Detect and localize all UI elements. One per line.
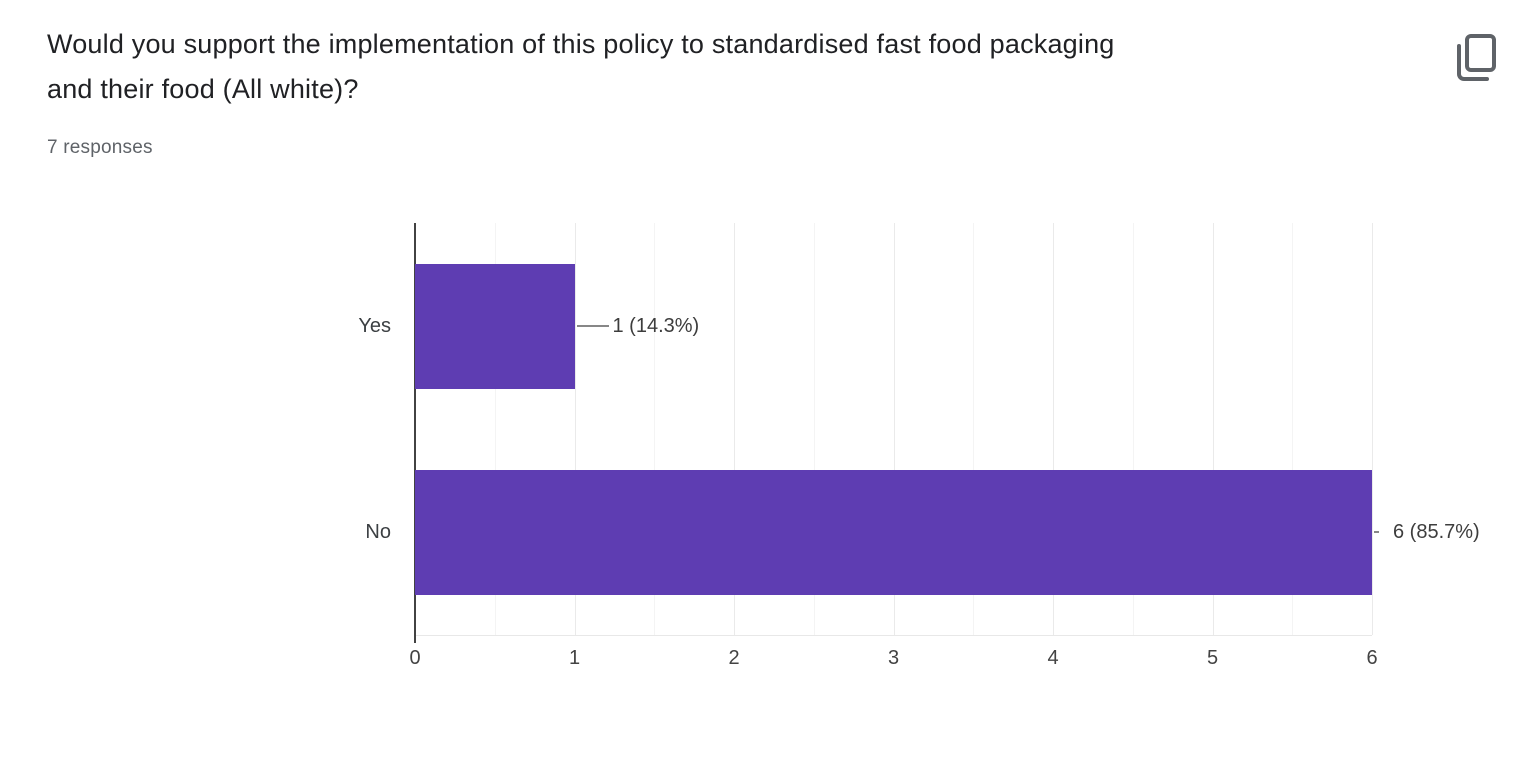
bar-no <box>415 469 1372 595</box>
gridline <box>1372 223 1373 635</box>
gridline <box>893 223 895 635</box>
x-axis-line <box>415 635 1372 636</box>
responses-count: 7 responses <box>47 137 153 158</box>
gridline <box>574 223 576 635</box>
gridline <box>654 223 656 635</box>
gridline <box>734 223 735 635</box>
x-axis-tick-label: 0 <box>409 647 421 669</box>
gridline <box>1292 223 1294 635</box>
gridline <box>1132 223 1134 635</box>
bar-yes <box>415 263 575 389</box>
x-axis-tick-label: 3 <box>887 647 900 669</box>
bar-annotation: 1 (14.3%) <box>612 315 700 337</box>
x-axis-tick-label: 1 <box>568 647 581 669</box>
x-axis-tick-label: 5 <box>1206 647 1219 669</box>
copy-chart-button[interactable] <box>1446 28 1504 90</box>
gridline <box>813 223 815 635</box>
x-axis-tick-label: 6 <box>1366 647 1378 669</box>
annotation-leader-line <box>1374 531 1379 533</box>
gridline <box>494 223 496 635</box>
question-title: Would you support the implementation of … <box>47 22 1407 112</box>
y-axis-line <box>414 223 416 643</box>
question-title-line1: Would you support the implementation of … <box>47 29 1115 59</box>
x-axis-tick-label: 2 <box>728 647 740 669</box>
gridline <box>1053 223 1054 635</box>
bar-annotation: 6 (85.7%) <box>1393 521 1480 543</box>
annotation-leader-line <box>576 325 609 327</box>
category-label: Yes <box>358 315 391 337</box>
question-title-line2: and their food (All white)? <box>47 74 359 104</box>
copy-icon <box>1457 34 1496 81</box>
gridline <box>973 223 975 635</box>
category-label: No <box>365 521 391 543</box>
x-axis-tick-label: 4 <box>1047 647 1059 669</box>
gridline <box>1212 223 1214 635</box>
